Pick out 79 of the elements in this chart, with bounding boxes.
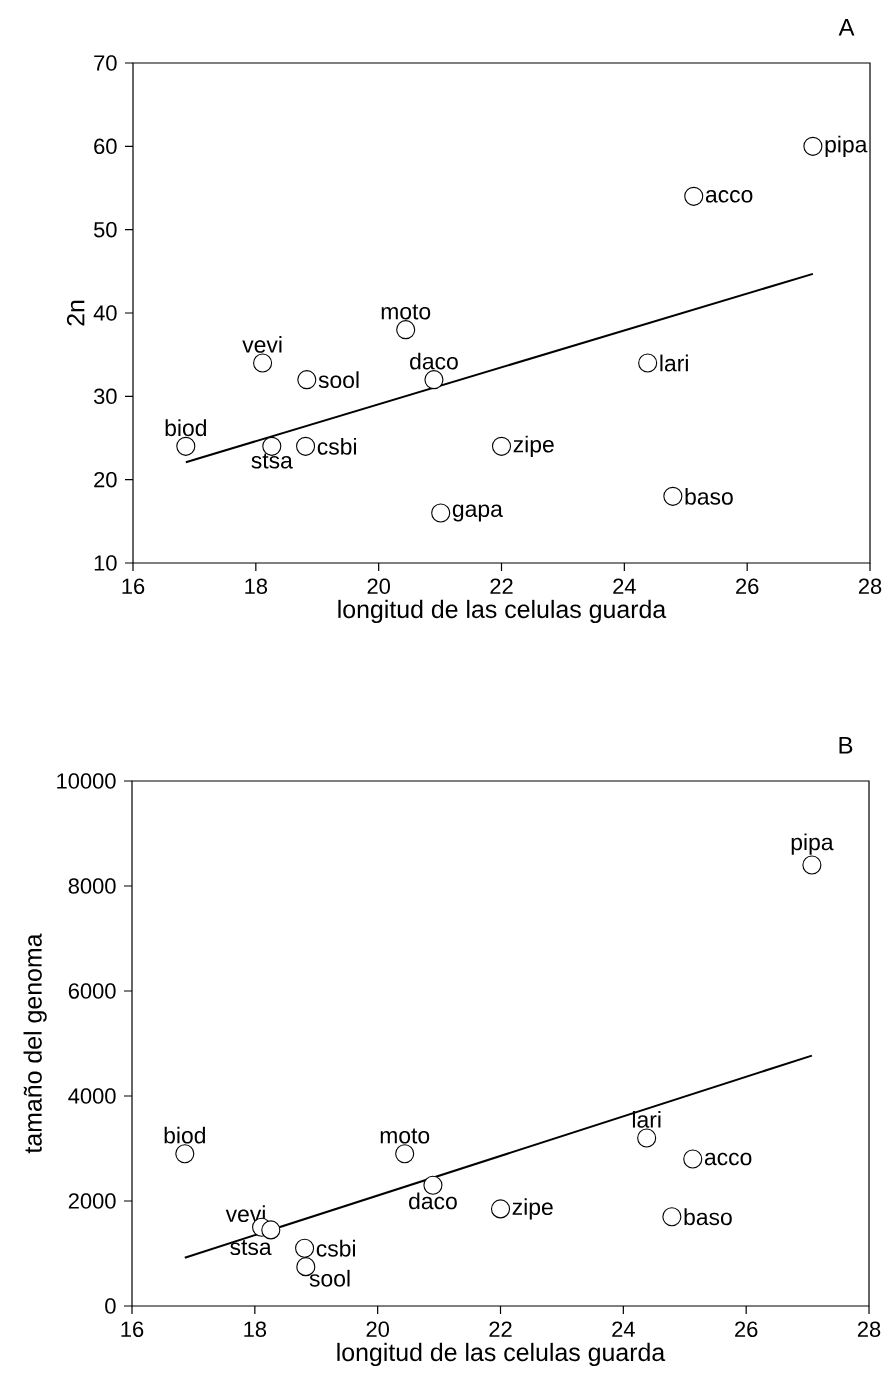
- annotation: sool: [309, 1269, 350, 1287]
- point: [663, 486, 683, 506]
- point: [662, 1207, 682, 1227]
- annotation: biod: [164, 1126, 205, 1144]
- point: [176, 436, 196, 456]
- y-tick-label: 50: [93, 221, 117, 238]
- annotation: pipa: [825, 135, 868, 158]
- annotation: csbi: [317, 437, 356, 455]
- x-tick-label: 20: [367, 578, 390, 595]
- annotation: biod: [165, 419, 206, 437]
- annotation: gapa: [452, 504, 503, 522]
- point: [253, 353, 273, 373]
- point: [424, 370, 444, 390]
- x-tick-label: 24: [613, 578, 636, 594]
- x-axis-title: longitud de las celulas guarda: [338, 599, 667, 624]
- annotation: zipe: [513, 435, 554, 458]
- x-tick-label: 16: [121, 1321, 144, 1338]
- point: [297, 370, 317, 390]
- y-tick-label: 20: [94, 471, 117, 488]
- annotation: vevi: [242, 335, 282, 353]
- x-tick-label: 26: [736, 578, 759, 595]
- point: [296, 436, 316, 456]
- point: [684, 186, 704, 206]
- x-tick-label: 18: [244, 1321, 267, 1338]
- annotation: acco: [704, 1152, 752, 1166]
- point: [683, 1149, 703, 1169]
- y-axis-title: 2n: [66, 300, 85, 326]
- point: [295, 1238, 315, 1258]
- annotation: lari: [632, 1110, 661, 1128]
- annotation: stsa: [230, 1240, 272, 1256]
- y-tick-label: 10: [94, 555, 117, 571]
- x-tick-label: 16: [122, 578, 145, 595]
- annotation: daco: [410, 352, 458, 370]
- point: [395, 1144, 415, 1164]
- annotation: baso: [685, 487, 733, 505]
- x-tick-label: 22: [489, 1321, 512, 1337]
- chart-title: A: [838, 19, 855, 36]
- annotation: lari: [660, 354, 688, 372]
- chart-title: B: [839, 737, 853, 754]
- point: [431, 503, 451, 523]
- annotation: stsa: [251, 453, 293, 469]
- x-tick-label: 28: [857, 1321, 881, 1338]
- x-tick-label: 28: [858, 578, 882, 595]
- x-tick-label: 18: [245, 578, 268, 595]
- y-tick-label: 4000: [68, 1088, 116, 1104]
- y-tick-label: 8000: [68, 878, 116, 894]
- point: [396, 320, 416, 340]
- point: [490, 1199, 511, 1219]
- y-tick-label: 0: [105, 1298, 116, 1314]
- y-tick-label: 10000: [57, 773, 116, 789]
- point: [802, 855, 822, 875]
- annotation: acco: [705, 190, 753, 203]
- y-tick-label: 70: [94, 55, 117, 71]
- point: [175, 1144, 195, 1164]
- annotation: moto: [380, 1128, 430, 1144]
- y-axis-title: tamaño del genoma: [23, 933, 47, 1154]
- annotation: baso: [684, 1208, 732, 1226]
- y-tick-label: 30: [93, 388, 117, 405]
- point: [491, 436, 512, 456]
- annotation: vevi: [225, 1205, 265, 1223]
- point: [803, 136, 823, 156]
- x-tick-label: 24: [612, 1321, 635, 1337]
- x-tick-label: 22: [490, 578, 513, 594]
- point: [637, 1128, 657, 1148]
- x-tick-label: 20: [366, 1321, 389, 1338]
- x-tick-label: 26: [735, 1321, 758, 1338]
- annotation: sool: [318, 371, 359, 389]
- y-tick-label: 40: [93, 305, 117, 321]
- x-axis-title: longitud de las celulas guarda: [337, 1342, 666, 1367]
- annotation: csbi: [316, 1239, 355, 1257]
- annotation: zipe: [512, 1198, 553, 1220]
- y-tick-label: 6000: [68, 983, 116, 999]
- y-tick-label: 2000: [68, 1193, 116, 1209]
- point: [638, 353, 658, 373]
- annotation: moto: [381, 304, 431, 320]
- annotation: daco: [409, 1192, 457, 1210]
- y-tick-label: 60: [94, 138, 117, 155]
- point: [261, 1220, 281, 1240]
- annotation: pipa: [791, 833, 834, 855]
